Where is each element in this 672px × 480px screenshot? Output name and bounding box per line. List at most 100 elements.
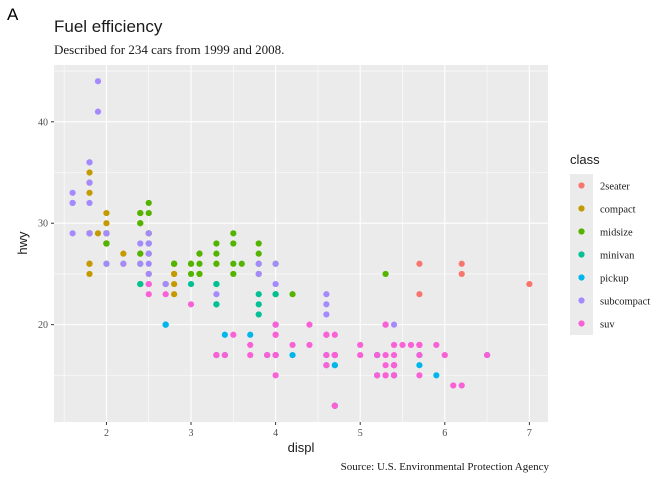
x-tick-label: 5 (358, 428, 363, 439)
data-point-subcompact (69, 230, 76, 237)
legend-swatch-minivan (578, 251, 585, 258)
plot-panel (54, 65, 548, 422)
data-point-pickup (289, 351, 296, 359)
data-point-subcompact (137, 240, 144, 247)
data-point-2seater (458, 260, 465, 267)
x-tick-label: 6 (442, 428, 447, 439)
data-point-subcompact (120, 260, 127, 267)
data-point-suv (289, 341, 296, 349)
data-point-suv (433, 341, 440, 349)
data-point-suv (458, 382, 465, 389)
panel-tag: A (7, 5, 19, 24)
data-point-2seater (458, 270, 465, 278)
data-point-midsize (230, 260, 237, 267)
data-point-midsize (196, 270, 203, 278)
data-point-subcompact (94, 108, 102, 115)
axis-ticks: 2 3 4 5 6 7 20 30 40 (38, 117, 532, 439)
data-point-compact (86, 270, 93, 278)
data-point-suv (382, 362, 389, 369)
data-point-midsize (230, 270, 237, 278)
data-point-midsize (137, 209, 144, 217)
data-point-subcompact (86, 159, 93, 166)
legend-swatch-pickup (578, 274, 585, 281)
legend-swatch-2seater (578, 182, 585, 189)
data-point-minivan (255, 291, 262, 298)
data-point-compact (171, 280, 178, 288)
data-point-minivan (213, 301, 220, 308)
data-point-minivan (213, 280, 220, 288)
data-point-subcompact (69, 199, 76, 207)
legend-label-2seater: 2seater (600, 181, 630, 192)
data-point-subcompact (103, 260, 110, 267)
data-point-midsize (137, 220, 144, 227)
x-tick-label: 3 (189, 428, 194, 439)
data-point-midsize (137, 250, 144, 257)
data-point-compact (86, 260, 93, 267)
data-point-compact (120, 250, 127, 257)
data-point-suv (374, 372, 381, 379)
data-point-subcompact (272, 260, 279, 267)
data-point-suv (416, 372, 423, 379)
legend-swatch-suv (578, 320, 585, 327)
data-point-subcompact (145, 270, 152, 278)
legend-label-minivan: minivan (600, 250, 635, 261)
data-point-suv (264, 351, 271, 359)
data-point-suv (272, 372, 279, 379)
data-point-midsize (255, 240, 262, 247)
data-point-subcompact (390, 321, 398, 328)
data-point-compact (86, 169, 93, 176)
data-point-midsize (213, 260, 220, 267)
data-point-midsize (187, 260, 195, 267)
data-point-suv (407, 341, 415, 349)
data-point-midsize (213, 250, 220, 257)
data-point-2seater (416, 291, 423, 298)
data-point-midsize (255, 250, 262, 257)
y-tick-label: 20 (38, 320, 48, 331)
x-tick-label: 2 (104, 428, 109, 439)
data-point-pickup (162, 321, 169, 328)
y-tick-label: 30 (38, 219, 48, 230)
data-point-subcompact (137, 260, 144, 267)
data-point-pickup (247, 331, 254, 338)
data-point-suv (331, 331, 338, 338)
data-point-suv (390, 362, 398, 369)
data-point-suv (247, 341, 254, 349)
data-point-subcompact (145, 240, 152, 247)
data-point-midsize (103, 240, 110, 247)
data-point-subcompact (272, 280, 279, 288)
legend-label-suv: suv (600, 319, 615, 330)
data-point-compact (86, 189, 93, 196)
data-point-suv (323, 331, 330, 338)
data-point-suv (323, 351, 330, 359)
data-point-midsize (145, 199, 152, 207)
data-point-pickup (416, 362, 423, 369)
data-point-pickup (221, 331, 228, 338)
data-point-midsize (382, 270, 389, 278)
data-point-midsize (238, 260, 245, 267)
legend-title: class (570, 152, 600, 167)
data-point-suv (187, 301, 195, 308)
chart-subtitle: Described for 234 cars from 1999 and 200… (54, 42, 285, 57)
data-point-subcompact (145, 230, 152, 237)
data-point-subcompact (69, 189, 76, 196)
data-point-subcompact (103, 230, 110, 237)
data-point-subcompact (213, 291, 220, 298)
data-point-suv (450, 382, 457, 389)
chart-caption: Source: U.S. Environmental Protection Ag… (340, 461, 549, 473)
data-point-suv (213, 351, 220, 359)
data-point-suv (247, 351, 254, 359)
data-point-2seater (416, 260, 423, 267)
data-point-suv (483, 351, 491, 359)
data-point-compact (103, 209, 110, 217)
data-point-midsize (145, 209, 152, 217)
legend-swatch-compact (578, 205, 585, 212)
data-point-suv (306, 321, 313, 328)
data-point-pickup (433, 372, 440, 379)
data-point-suv (382, 372, 389, 379)
data-point-midsize (230, 240, 237, 247)
data-point-suv (272, 351, 279, 359)
x-tick-label: 7 (527, 428, 532, 439)
data-point-subcompact (86, 199, 93, 207)
legend-swatch-midsize (578, 228, 585, 235)
